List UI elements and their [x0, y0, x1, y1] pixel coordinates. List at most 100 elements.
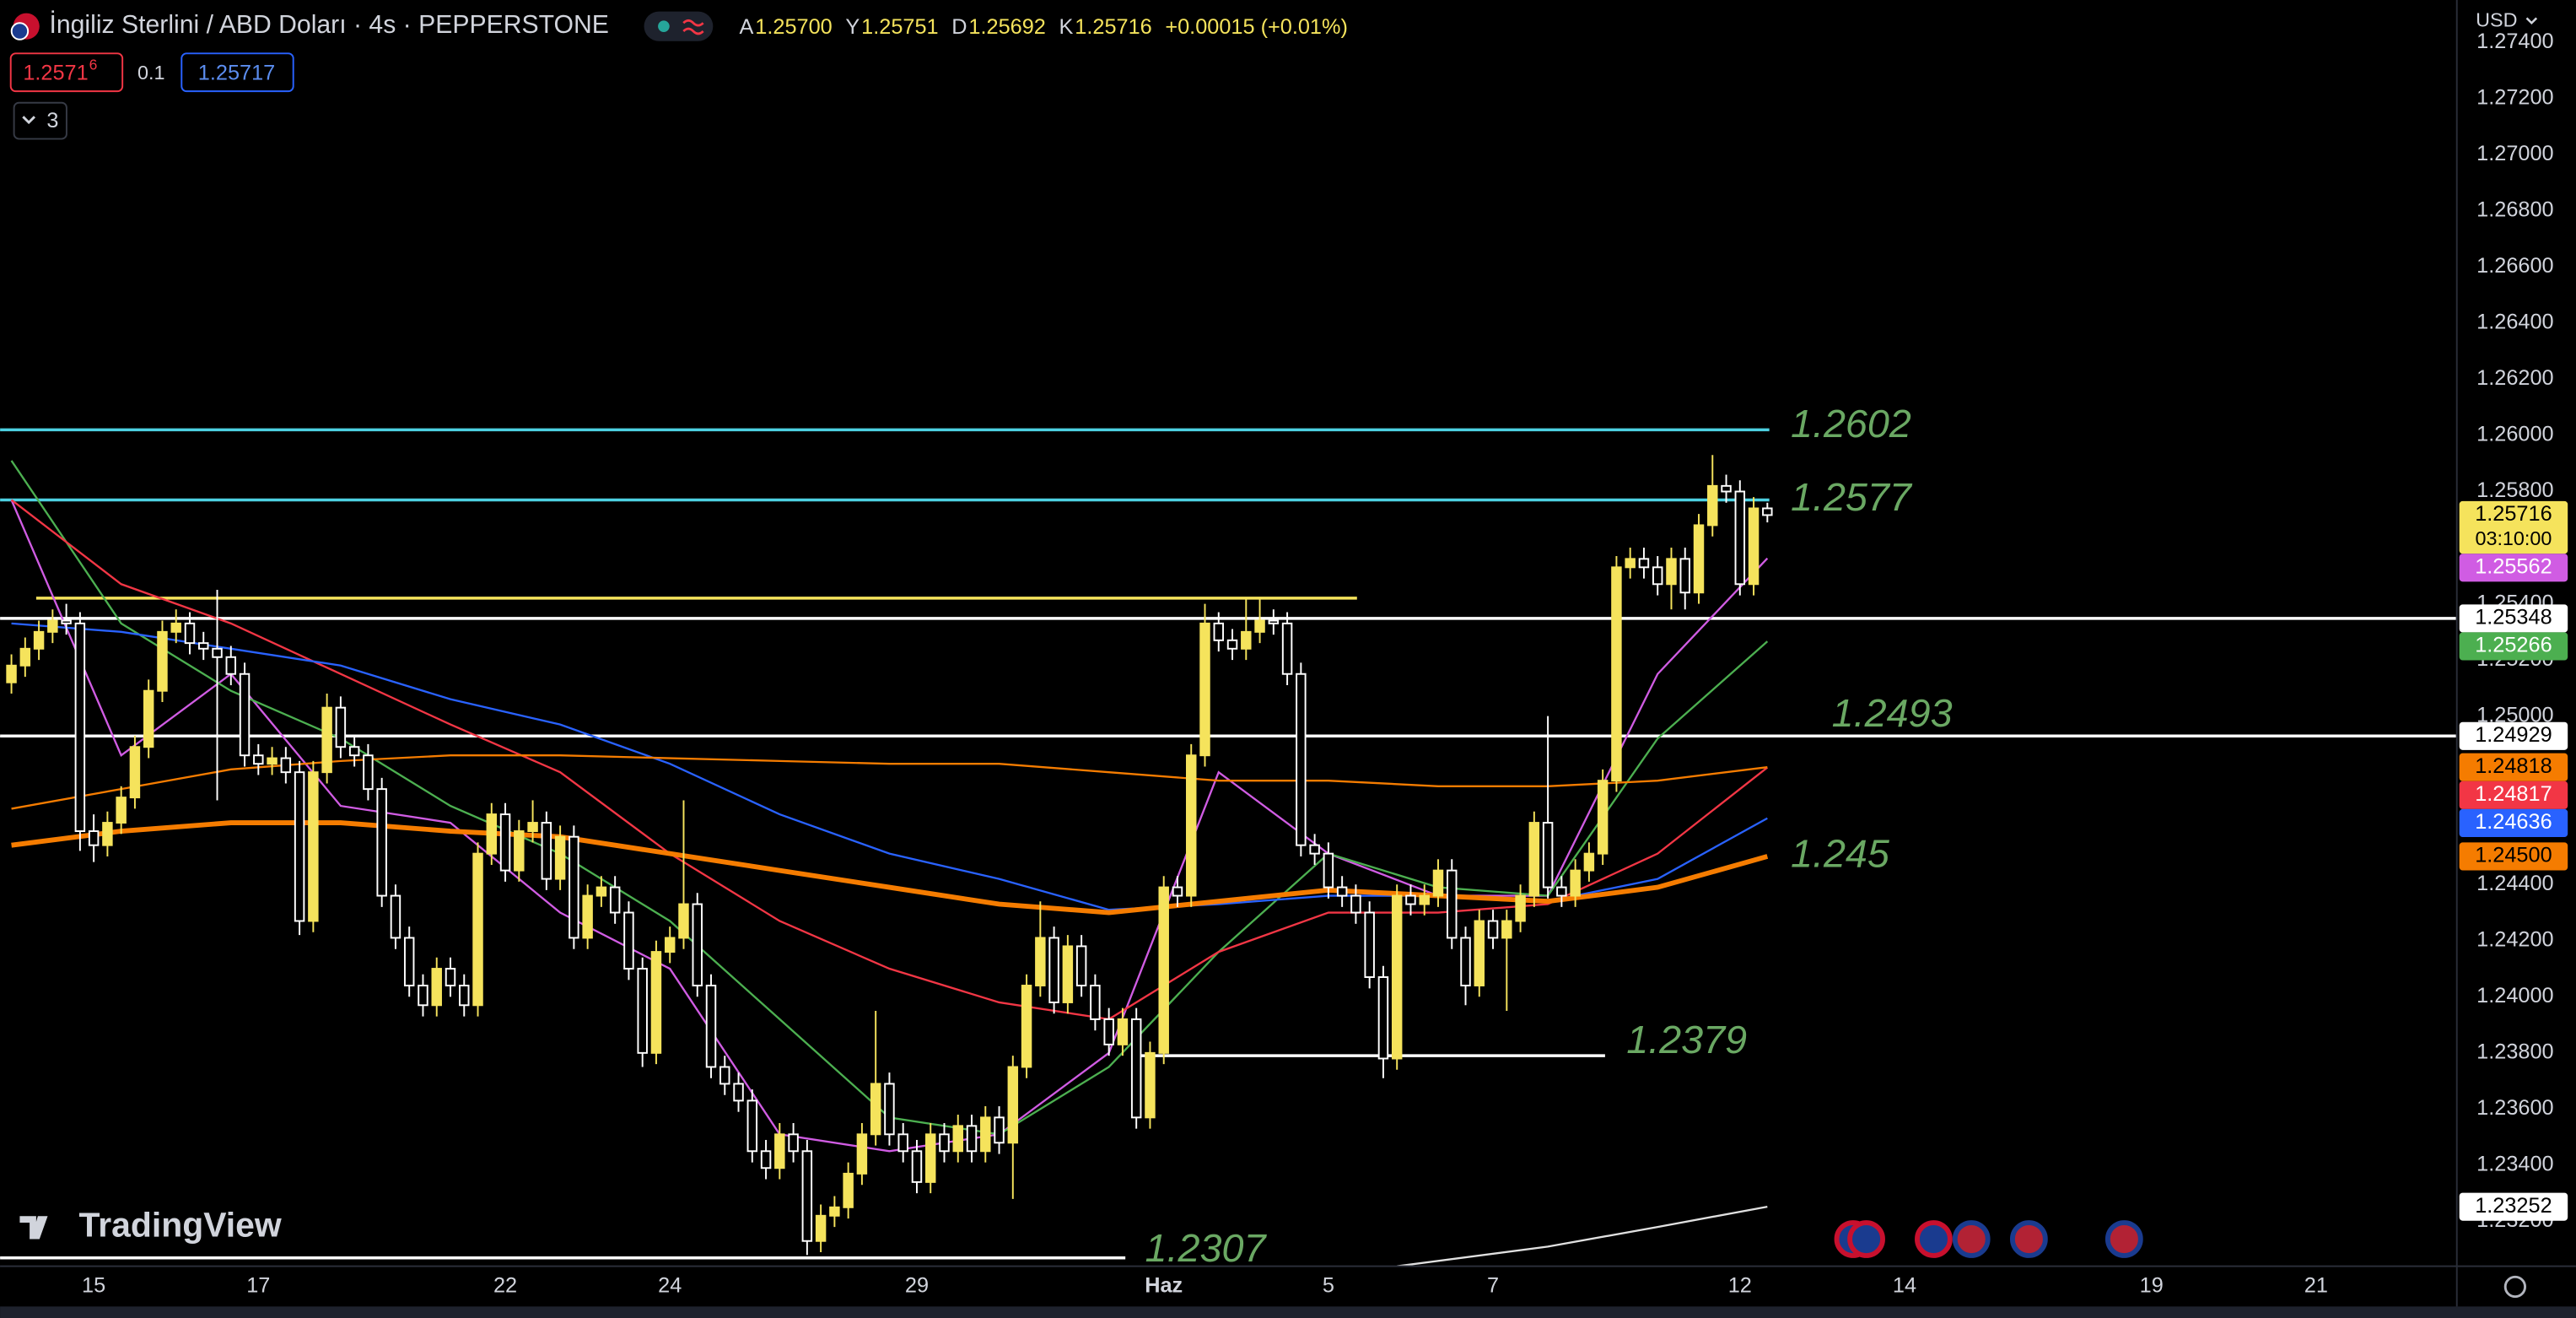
- change: +0.00015 (+0.01%): [1165, 15, 1348, 39]
- candle-body: [1226, 639, 1238, 650]
- candle-body: [1611, 566, 1622, 782]
- candle-body: [582, 894, 593, 939]
- y-tick-label: 1.25800: [2476, 478, 2553, 502]
- y-tick-label: 1.26000: [2476, 423, 2553, 446]
- candle-body: [116, 797, 127, 824]
- candle-body: [198, 642, 209, 650]
- candle-body: [1007, 1066, 1019, 1144]
- candle-body: [1158, 886, 1169, 1054]
- candle-body: [19, 647, 31, 667]
- ohlc-label: A: [739, 15, 753, 39]
- candle-body: [541, 822, 552, 880]
- candle-body: [1597, 780, 1609, 855]
- candle-body: [595, 886, 607, 897]
- y-tick-label: 1.27400: [2476, 30, 2553, 53]
- ohlc-value: 1.25692: [968, 15, 1045, 39]
- candle-body: [664, 937, 676, 953]
- chevron: [22, 116, 35, 125]
- y-tick-label: 1.23600: [2476, 1096, 2553, 1120]
- candle-body: [61, 619, 72, 624]
- price-label-text: 1.24636: [2475, 810, 2552, 834]
- y-tick-label: 1.26800: [2476, 198, 2553, 222]
- candle-body: [1460, 937, 1471, 986]
- candle-body: [1487, 920, 1499, 939]
- candle-body: [33, 630, 45, 650]
- logo-mark: [19, 1216, 48, 1240]
- candle-body: [1377, 976, 1389, 1060]
- sell-button[interactable]: [9, 52, 124, 93]
- candle-body: [1281, 622, 1293, 675]
- candle-body: [924, 1133, 936, 1183]
- candle-body: [1666, 558, 1677, 586]
- candle-body: [1542, 822, 1554, 889]
- candle-body: [1296, 673, 1307, 846]
- chevron: [2525, 17, 2538, 25]
- candle-body: [1432, 869, 1444, 897]
- ohlc-value: 1.25751: [861, 15, 938, 39]
- candle-body: [1103, 1018, 1114, 1045]
- candle-body: [1145, 1051, 1156, 1119]
- ohlc-value: 1.25700: [755, 15, 832, 39]
- price-label-text: 1.25716: [2475, 502, 2552, 526]
- candle-body: [1186, 754, 1197, 897]
- symbol-flag: [10, 22, 30, 41]
- candle-body: [184, 622, 196, 645]
- candle-body: [1556, 886, 1567, 897]
- candle-body: [1405, 894, 1416, 905]
- candle-body: [692, 903, 703, 986]
- candle-body: [418, 985, 428, 1007]
- x-tick-label: 19: [2140, 1274, 2164, 1298]
- candle-body: [760, 1150, 772, 1169]
- status-dot: [658, 20, 670, 32]
- candle-body: [884, 1083, 895, 1136]
- candle-body: [88, 830, 100, 846]
- candle-body: [157, 630, 168, 692]
- candle-body: [829, 1206, 840, 1217]
- candle-body: [486, 813, 498, 855]
- indicators-count: 3: [46, 109, 58, 132]
- candle-body: [1048, 937, 1059, 1003]
- price-label-text: 1.24817: [2475, 782, 2552, 806]
- price-label-text: 1.24929: [2475, 723, 2552, 747]
- candle-body: [966, 1125, 978, 1153]
- indicators-toggle[interactable]: [13, 101, 67, 140]
- buy-button[interactable]: [181, 52, 294, 93]
- candle-body: [253, 754, 264, 765]
- candle-body: [348, 746, 360, 757]
- price-label-text: 1.24818: [2475, 754, 2552, 778]
- candle-body: [1172, 886, 1183, 897]
- x-tick-label: 14: [1893, 1274, 1916, 1298]
- ask-price: 1.25717: [198, 61, 275, 84]
- currency: USD: [2476, 8, 2517, 30]
- y-tick-label: 1.27200: [2476, 85, 2553, 109]
- candle-body: [911, 1150, 923, 1183]
- candle-body: [212, 647, 223, 658]
- level-annotation: 1.2602: [1791, 402, 1911, 446]
- candle-body: [239, 673, 251, 757]
- candle-body: [1721, 484, 1732, 493]
- candle-body: [719, 1066, 730, 1085]
- candle-body: [623, 911, 634, 970]
- y-tick-label: 1.23800: [2476, 1040, 2553, 1064]
- candle-body: [801, 1150, 813, 1242]
- candle-body: [1130, 1018, 1142, 1119]
- candle-body: [102, 822, 113, 846]
- y-tick-label: 1.26600: [2476, 254, 2553, 278]
- x-tick-label: 22: [493, 1274, 517, 1298]
- candle-body: [6, 664, 17, 683]
- settings-icon[interactable]: [2503, 1275, 2527, 1299]
- candle-body: [1254, 619, 1265, 633]
- candle-body: [1447, 869, 1458, 939]
- candle-body: [1570, 869, 1581, 897]
- candle-body: [431, 968, 442, 1007]
- candle-body: [1213, 622, 1225, 641]
- candle-body: [1652, 566, 1663, 586]
- candle-body: [897, 1133, 908, 1153]
- x-tick-label: 17: [246, 1274, 270, 1298]
- candle-body: [1075, 945, 1087, 986]
- candle-body: [569, 835, 579, 939]
- level-annotation: 1.2493: [1832, 691, 1953, 735]
- price-label: [2459, 808, 2568, 837]
